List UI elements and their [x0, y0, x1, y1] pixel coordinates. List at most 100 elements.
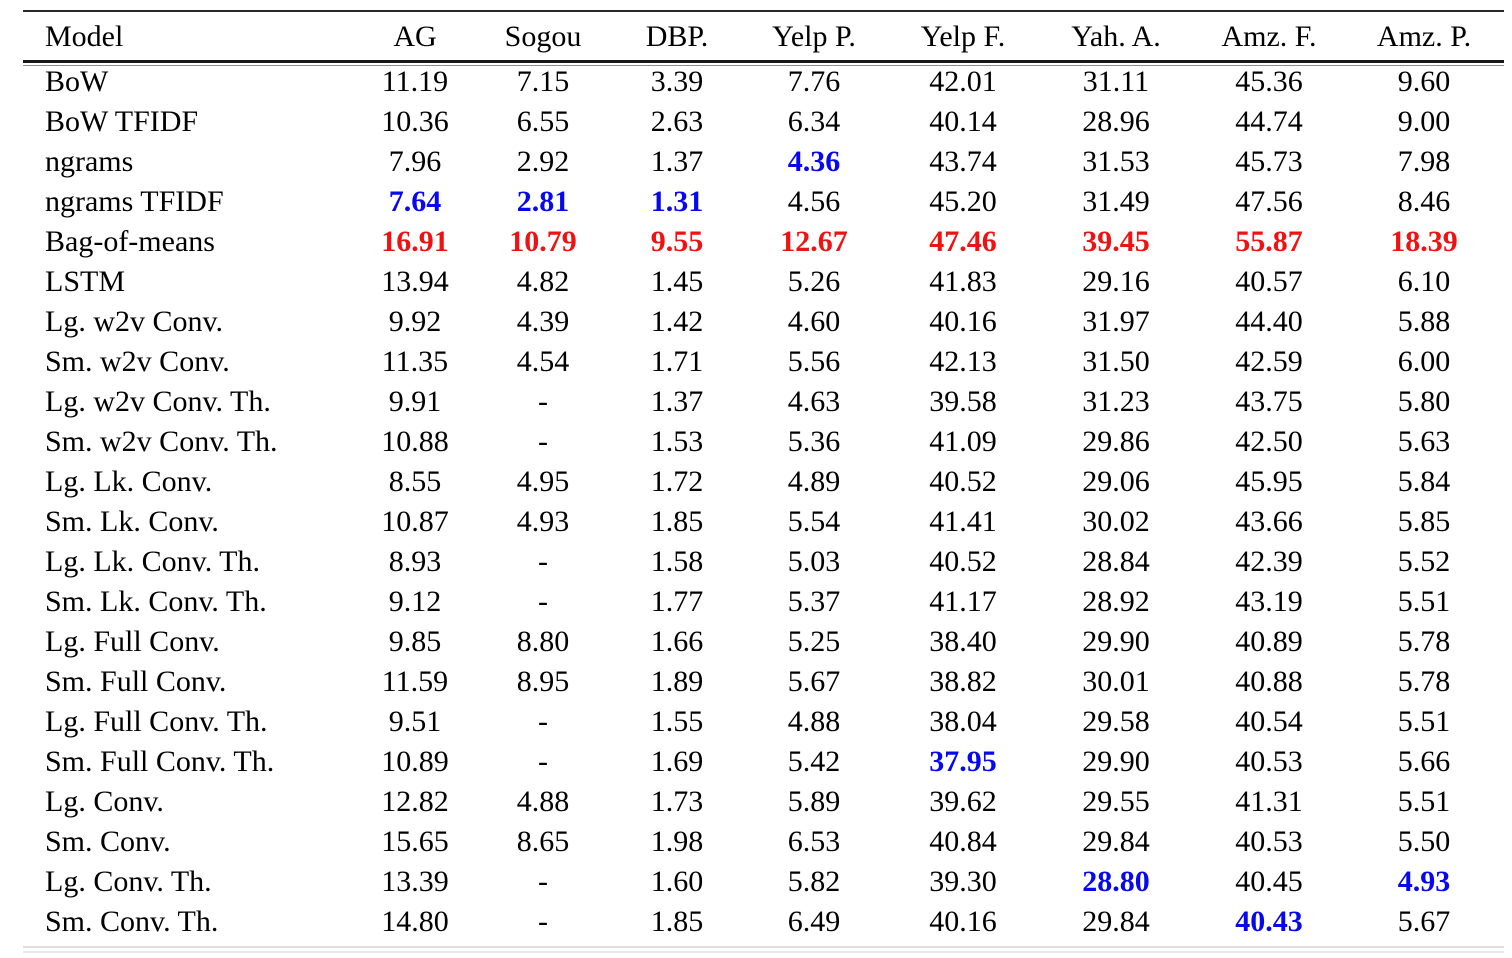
value-cell: 8.46 [1397, 185, 1451, 218]
col-header-ag: AG [393, 20, 437, 53]
value-cell: 8.95 [516, 665, 570, 698]
value-cell: 29.84 [1082, 825, 1150, 858]
value-cell: 5.85 [1397, 505, 1451, 538]
model-name-cell: LSTM [45, 265, 126, 298]
value-cell: 39.30 [929, 865, 997, 898]
value-cell-best: 37.95 [929, 745, 997, 778]
value-cell: 6.00 [1397, 345, 1451, 378]
header-row: Model AG Sogou DBP. Yelp P. Yelp F. Yah. A. Amz… [23, 12, 1504, 62]
value-cell: 29.90 [1082, 745, 1150, 778]
table-row-lg-conv-th: Lg. Conv. Th. 13.39 - 1.60 5.82 39.30 28.80 40.… [23, 862, 1504, 902]
value-cell: 8.93 [388, 545, 442, 578]
value-cell-best: 28.80 [1082, 865, 1150, 898]
value-cell: 14.80 [381, 905, 449, 938]
value-cell: 1.71 [650, 345, 704, 378]
value-cell-best: 2.81 [516, 185, 570, 218]
value-cell: 9.00 [1397, 105, 1451, 138]
value-cell: - [538, 905, 548, 938]
value-cell: 15.65 [381, 825, 449, 858]
value-cell: 5.51 [1397, 585, 1451, 618]
value-cell: 5.66 [1397, 745, 1451, 778]
value-cell: 6.53 [787, 825, 841, 858]
value-cell: 5.52 [1397, 545, 1451, 578]
model-name-cell: Sm. Lk. Conv. [45, 505, 219, 538]
value-cell: 5.56 [787, 345, 841, 378]
table-row-lg-conv: Lg. Conv. 12.82 4.88 1.73 5.89 39.62 29.55 41.3… [23, 782, 1504, 822]
col-header-yah-a: Yah. A. [1071, 20, 1161, 53]
value-cell: 30.02 [1082, 505, 1150, 538]
model-name-cell: Lg. Conv. [45, 785, 164, 818]
value-cell: 29.58 [1082, 705, 1150, 738]
value-cell: 5.78 [1397, 665, 1451, 698]
table-row-lg-lk-conv-th: Lg. Lk. Conv. Th. 8.93 - 1.58 5.03 40.52 28.84… [23, 542, 1504, 582]
value-cell: 31.49 [1082, 185, 1150, 218]
value-cell: 43.74 [929, 145, 997, 178]
value-cell: 4.82 [516, 265, 570, 298]
value-cell-best: 7.64 [388, 185, 442, 218]
value-cell: 39.58 [929, 385, 997, 418]
value-cell: 5.82 [787, 865, 841, 898]
value-cell: 29.86 [1082, 425, 1150, 458]
value-cell: 29.16 [1082, 265, 1150, 298]
col-header-yelp-p: Yelp P. [772, 20, 856, 53]
value-cell: 29.84 [1082, 905, 1150, 938]
table-row-lg-full-conv: Lg. Full Conv. 9.85 8.80 1.66 5.25 38.40 29.90… [23, 622, 1504, 662]
model-name-cell: Sm. w2v Conv. Th. [45, 425, 278, 458]
value-cell: 1.42 [650, 305, 704, 338]
value-cell: 31.53 [1082, 145, 1150, 178]
value-cell: 43.75 [1235, 385, 1303, 418]
value-cell: 44.40 [1235, 305, 1303, 338]
table-row-lg-w2v-conv: Lg. w2v Conv. 9.92 4.39 1.42 4.60 40.16 31.97 4… [23, 302, 1504, 342]
table-row-bow: BoW 11.19 7.15 3.39 7.76 42.01 31.11 45.36 9.60 [23, 62, 1504, 102]
value-cell: 5.89 [787, 785, 841, 818]
value-cell: 42.01 [929, 65, 997, 98]
value-cell: 41.31 [1235, 785, 1303, 818]
table-row-sm-w2v-conv-th: Sm. w2v Conv. Th. 10.88 - 1.53 5.36 41.09 29.8… [23, 422, 1504, 462]
value-cell: 4.39 [516, 305, 570, 338]
value-cell: 30.01 [1082, 665, 1150, 698]
table-row-sm-conv: Sm. Conv. 15.65 8.65 1.98 6.53 40.84 29.84 40.5… [23, 822, 1504, 862]
value-cell: 4.60 [787, 305, 841, 338]
value-cell: 10.36 [381, 105, 449, 138]
model-name-cell: Lg. Full Conv. [45, 625, 220, 658]
table-row-sm-full-conv-th: Sm. Full Conv. Th. 10.89 - 1.69 5.42 37.95 29.… [23, 742, 1504, 782]
value-cell: 4.89 [787, 465, 841, 498]
value-cell: 1.60 [650, 865, 704, 898]
value-cell: 11.59 [381, 665, 449, 698]
value-cell: 40.89 [1235, 625, 1303, 658]
value-cell: 2.63 [650, 105, 704, 138]
table-body: BoW 11.19 7.15 3.39 7.76 42.01 31.11 45.36 9.60 B… [23, 62, 1504, 942]
value-cell: 40.57 [1235, 265, 1303, 298]
value-cell: 5.67 [787, 665, 841, 698]
value-cell: 1.45 [650, 265, 704, 298]
value-cell: - [538, 585, 548, 618]
value-cell: 40.84 [929, 825, 997, 858]
model-name-cell: Sm. Lk. Conv. Th. [45, 585, 267, 618]
col-header-sogou: Sogou [504, 20, 582, 53]
table-bottom-rule-2 [23, 951, 1504, 953]
value-cell: 4.63 [787, 385, 841, 418]
value-cell: 40.54 [1235, 705, 1303, 738]
value-cell: 1.72 [650, 465, 704, 498]
value-cell: 5.25 [787, 625, 841, 658]
value-cell: 5.51 [1397, 785, 1451, 818]
value-cell-worst: 39.45 [1082, 225, 1150, 258]
value-cell: 1.85 [650, 505, 704, 538]
value-cell: 8.80 [516, 625, 570, 658]
value-cell-best: 4.36 [787, 145, 841, 178]
value-cell: 1.73 [650, 785, 704, 818]
value-cell: 40.45 [1235, 865, 1303, 898]
table-row-ngrams: ngrams 7.96 2.92 1.37 4.36 43.74 31.53 45.73 7.9… [23, 142, 1504, 182]
value-cell: - [538, 425, 548, 458]
model-name-cell: Lg. w2v Conv. Th. [45, 385, 271, 418]
value-cell: 7.76 [787, 65, 841, 98]
value-cell: 47.56 [1235, 185, 1303, 218]
value-cell-worst: 18.39 [1390, 225, 1458, 258]
value-cell: 8.65 [516, 825, 570, 858]
value-cell: 1.37 [650, 145, 704, 178]
value-cell: 10.87 [381, 505, 449, 538]
model-name-cell: Sm. Full Conv. [45, 665, 227, 698]
value-cell: 41.17 [929, 585, 997, 618]
value-cell: 9.12 [388, 585, 442, 618]
value-cell: 28.92 [1082, 585, 1150, 618]
